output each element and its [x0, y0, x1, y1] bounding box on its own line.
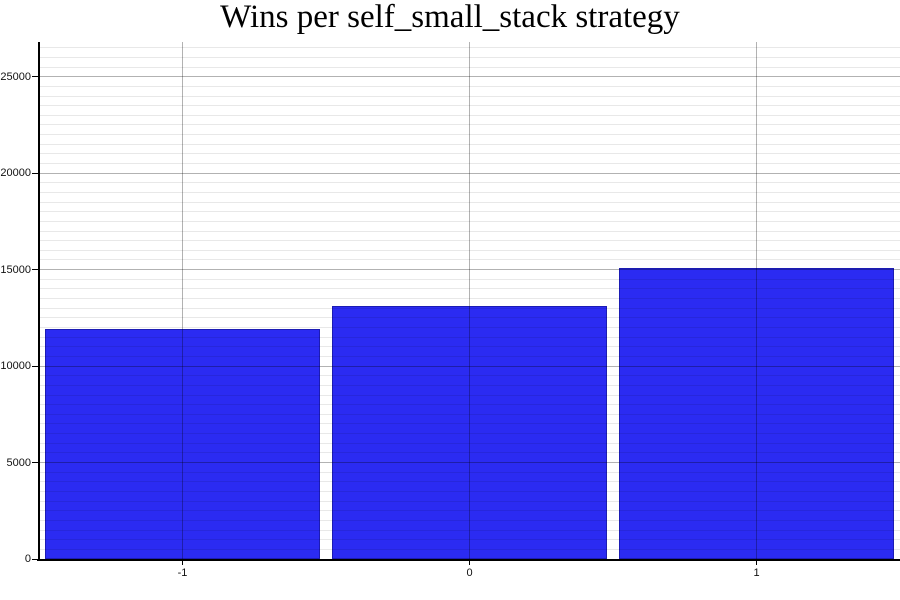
minor-gridline — [39, 510, 900, 512]
minor-gridline — [39, 327, 900, 328]
minor-gridline — [39, 481, 900, 483]
minor-gridline — [39, 230, 900, 232]
minor-gridline — [39, 124, 900, 126]
minor-gridline — [39, 298, 900, 300]
minor-gridline — [39, 191, 900, 193]
plot-area — [39, 42, 900, 559]
x-tick — [756, 561, 757, 565]
minor-gridline — [39, 211, 900, 213]
minor-gridline — [39, 500, 900, 502]
minor-gridline — [39, 539, 900, 541]
minor-gridline — [39, 134, 900, 136]
minor-gridline — [39, 105, 900, 107]
y-tick-label: 20000 — [0, 167, 31, 180]
y-tick — [32, 462, 38, 464]
bar-category-0 — [331, 306, 608, 559]
minor-gridline — [39, 259, 900, 261]
minor-gridline — [39, 452, 900, 454]
minor-gridline — [39, 336, 900, 338]
minor-gridline — [39, 355, 900, 357]
minor-gridline — [39, 471, 900, 473]
minor-gridline — [39, 433, 900, 435]
y-tick-label: 10000 — [0, 360, 31, 373]
minor-gridline — [39, 519, 900, 521]
minor-gridline — [39, 548, 900, 550]
minor-gridline — [39, 529, 900, 531]
minor-gridline — [39, 56, 900, 58]
minor-gridline — [39, 375, 900, 377]
minor-gridline — [39, 201, 900, 203]
minor-gridline — [39, 47, 900, 49]
minor-gridline — [39, 153, 900, 155]
major-gridline — [39, 172, 900, 174]
chart-title: Wins per self_small_stack strategy — [220, 0, 680, 35]
minor-gridline — [39, 249, 900, 251]
y-tick — [32, 365, 38, 367]
y-tick — [32, 558, 38, 560]
bar-category--1 — [44, 329, 321, 559]
minor-gridline — [39, 66, 900, 68]
major-gridline — [39, 269, 900, 271]
minor-gridline — [39, 95, 900, 97]
y-tick-label: 15000 — [0, 263, 31, 276]
major-gridline — [39, 76, 900, 78]
y-tick — [32, 269, 38, 271]
y-axis-line — [38, 42, 40, 560]
minor-gridline — [39, 442, 900, 444]
major-gridline — [39, 365, 900, 367]
minor-gridline — [39, 307, 900, 309]
minor-gridline — [39, 413, 900, 415]
x-tick-label: -1 — [177, 567, 188, 579]
x-tick — [182, 561, 183, 565]
minor-gridline — [39, 240, 900, 242]
category-gridline — [469, 42, 470, 559]
category-gridline — [182, 42, 183, 559]
minor-gridline — [39, 404, 900, 406]
minor-gridline — [39, 384, 900, 386]
y-tick — [32, 76, 38, 78]
minor-gridline — [39, 85, 900, 87]
y-tick-label: 5000 — [6, 456, 31, 469]
x-axis-line — [37, 559, 900, 561]
minor-gridline — [39, 394, 900, 396]
minor-gridline — [39, 143, 900, 145]
minor-gridline — [39, 423, 900, 425]
y-tick — [32, 172, 38, 174]
minor-gridline — [39, 490, 900, 492]
minor-gridline — [39, 346, 900, 348]
major-gridline — [39, 462, 900, 464]
minor-gridline — [39, 182, 900, 184]
minor-gridline — [39, 163, 900, 165]
category-gridline — [756, 42, 757, 559]
minor-gridline — [39, 114, 900, 116]
x-tick-label: 1 — [753, 567, 760, 579]
y-tick-label: 0 — [24, 553, 31, 565]
x-tick — [469, 561, 470, 565]
y-tick-label: 25000 — [0, 70, 31, 83]
x-tick-label: 0 — [466, 567, 473, 579]
minor-gridline — [39, 317, 900, 319]
minor-gridline — [39, 220, 900, 222]
minor-gridline — [39, 278, 900, 280]
bar-category-1 — [618, 267, 895, 559]
minor-gridline — [39, 288, 900, 290]
